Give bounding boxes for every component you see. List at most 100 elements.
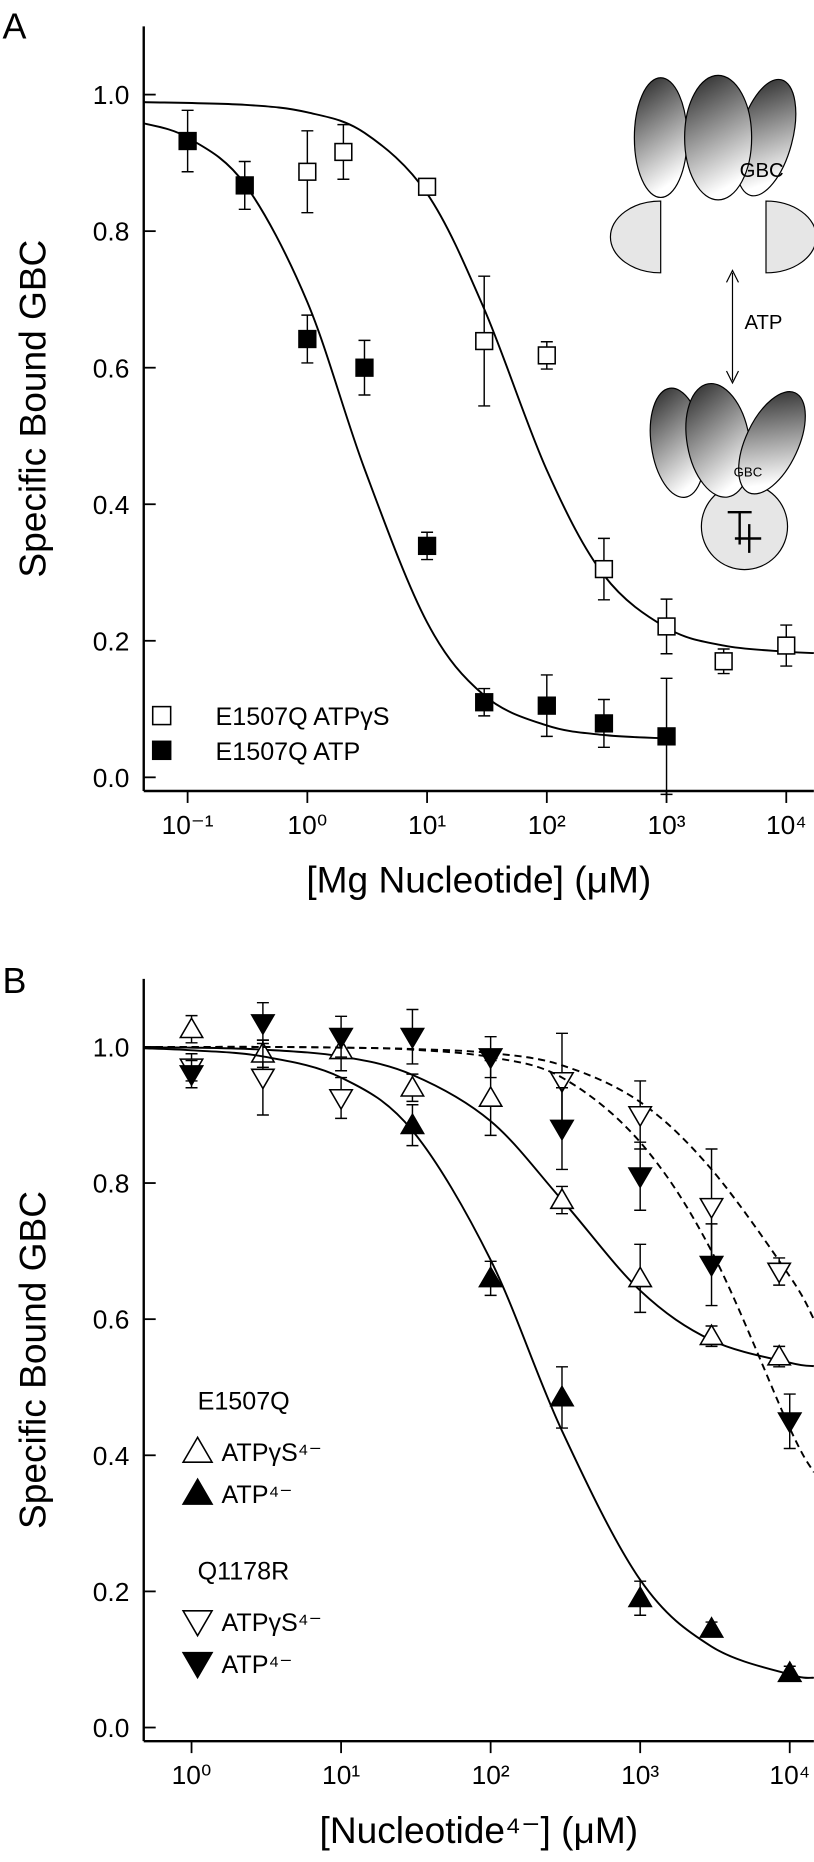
domain [700, 482, 789, 571]
subunit [684, 74, 753, 201]
marker [328, 1088, 354, 1111]
x-tick-label: 10² [472, 1760, 510, 1790]
marker [478, 1085, 504, 1107]
y-tick-label: 0.2 [93, 626, 130, 656]
marker [250, 1068, 276, 1091]
marker [549, 1187, 575, 1210]
marker [235, 176, 254, 195]
x-tick-label: 10⁴ [769, 1760, 810, 1790]
marker [178, 131, 197, 151]
y-tick-label: 0.6 [93, 1305, 130, 1335]
panel-label: A [3, 6, 27, 46]
domain [609, 200, 662, 274]
marker [178, 1065, 205, 1087]
legend-marker [181, 1651, 214, 1680]
y-tick-label: 0.4 [93, 490, 130, 520]
marker [334, 142, 353, 162]
legend-label: E1507Q ATPγS [216, 703, 390, 731]
marker [698, 1616, 725, 1638]
x-axis-label: [Nucleotide⁴⁻] (μM) [320, 1809, 639, 1851]
marker [417, 536, 437, 556]
marker [399, 1075, 425, 1097]
annotation: GBC [734, 464, 763, 479]
y-tick-label: 0.0 [93, 763, 130, 793]
x-tick-label: 10⁴ [766, 810, 807, 840]
x-tick-label: 10⁰ [287, 810, 327, 840]
inset-diagram: GBC ATP GBC [609, 74, 814, 571]
marker [355, 358, 374, 377]
marker [298, 329, 317, 349]
x-tick-label: 10³ [621, 1760, 659, 1790]
marker [627, 1105, 653, 1128]
marker [777, 1412, 803, 1434]
fit-curve [143, 122, 667, 740]
legend-label: ATP⁴⁻ [222, 1481, 293, 1509]
y-tick-label: 0.8 [93, 217, 130, 247]
y-tick-label: 0.2 [93, 1577, 130, 1607]
y-axis-label: Specific Bound GBC [12, 240, 54, 578]
legend-label: ATPγS⁴⁻ [222, 1439, 322, 1467]
marker [328, 1027, 354, 1050]
y-tick-label: 0.6 [93, 353, 130, 383]
legend-title: Q1178R [198, 1558, 290, 1586]
legend-label: ATP⁴⁻ [222, 1651, 293, 1679]
marker [777, 1660, 803, 1683]
marker [594, 559, 614, 579]
marker [627, 1167, 653, 1189]
marker [698, 1255, 725, 1278]
arrowhead [725, 269, 740, 385]
legend-marker [181, 1435, 214, 1463]
legend-label: E1507Q ATP [216, 738, 361, 766]
x-tick-label: 10¹ [408, 810, 446, 840]
domain [765, 200, 814, 274]
marker [178, 1016, 205, 1039]
linker [727, 510, 762, 553]
annotation: ATP [744, 312, 782, 334]
annotation: GBC [740, 160, 784, 182]
marker [657, 727, 676, 746]
x-tick-label: 10⁰ [172, 1760, 212, 1790]
legend-marker [181, 1477, 214, 1505]
marker [714, 652, 733, 671]
marker [537, 346, 556, 365]
marker [549, 1071, 575, 1094]
marker [549, 1119, 575, 1142]
marker [417, 177, 437, 196]
y-tick-label: 0.4 [93, 1441, 130, 1471]
fit-curve [143, 101, 814, 655]
x-tick-label: 10² [528, 810, 566, 840]
marker [698, 1323, 725, 1346]
marker [657, 617, 676, 636]
panel-label: B [3, 961, 27, 1001]
x-tick-label: 10³ [648, 810, 686, 840]
subunit [738, 391, 806, 495]
y-tick-label: 0.8 [93, 1169, 130, 1199]
fit-curve [143, 1046, 814, 1368]
marker [627, 1585, 653, 1608]
marker [478, 1048, 504, 1070]
marker [549, 1384, 575, 1407]
y-tick-label: 1.0 [93, 80, 130, 110]
legend-marker [151, 740, 172, 761]
marker [537, 696, 556, 715]
legend-marker [181, 1610, 214, 1638]
x-axis-label: [Mg Nucleotide] (μM) [306, 859, 651, 901]
x-tick-label: 10⁻¹ [162, 810, 214, 840]
marker [475, 693, 494, 712]
legend-label: ATPγS⁴⁻ [222, 1609, 322, 1637]
marker [766, 1262, 792, 1285]
legend-title: E1507Q [198, 1388, 290, 1416]
legend-marker [151, 705, 172, 726]
marker [766, 1344, 792, 1366]
marker [250, 1014, 276, 1036]
y-tick-label: 0.0 [93, 1713, 130, 1743]
y-axis-label: Specific Bound GBC [12, 1191, 54, 1529]
marker [698, 1197, 725, 1220]
marker [475, 331, 494, 351]
marker [594, 714, 614, 733]
x-tick-label: 10¹ [322, 1760, 360, 1790]
fit-curve [143, 1045, 814, 1320]
marker [399, 1112, 425, 1135]
subunit [633, 77, 688, 199]
